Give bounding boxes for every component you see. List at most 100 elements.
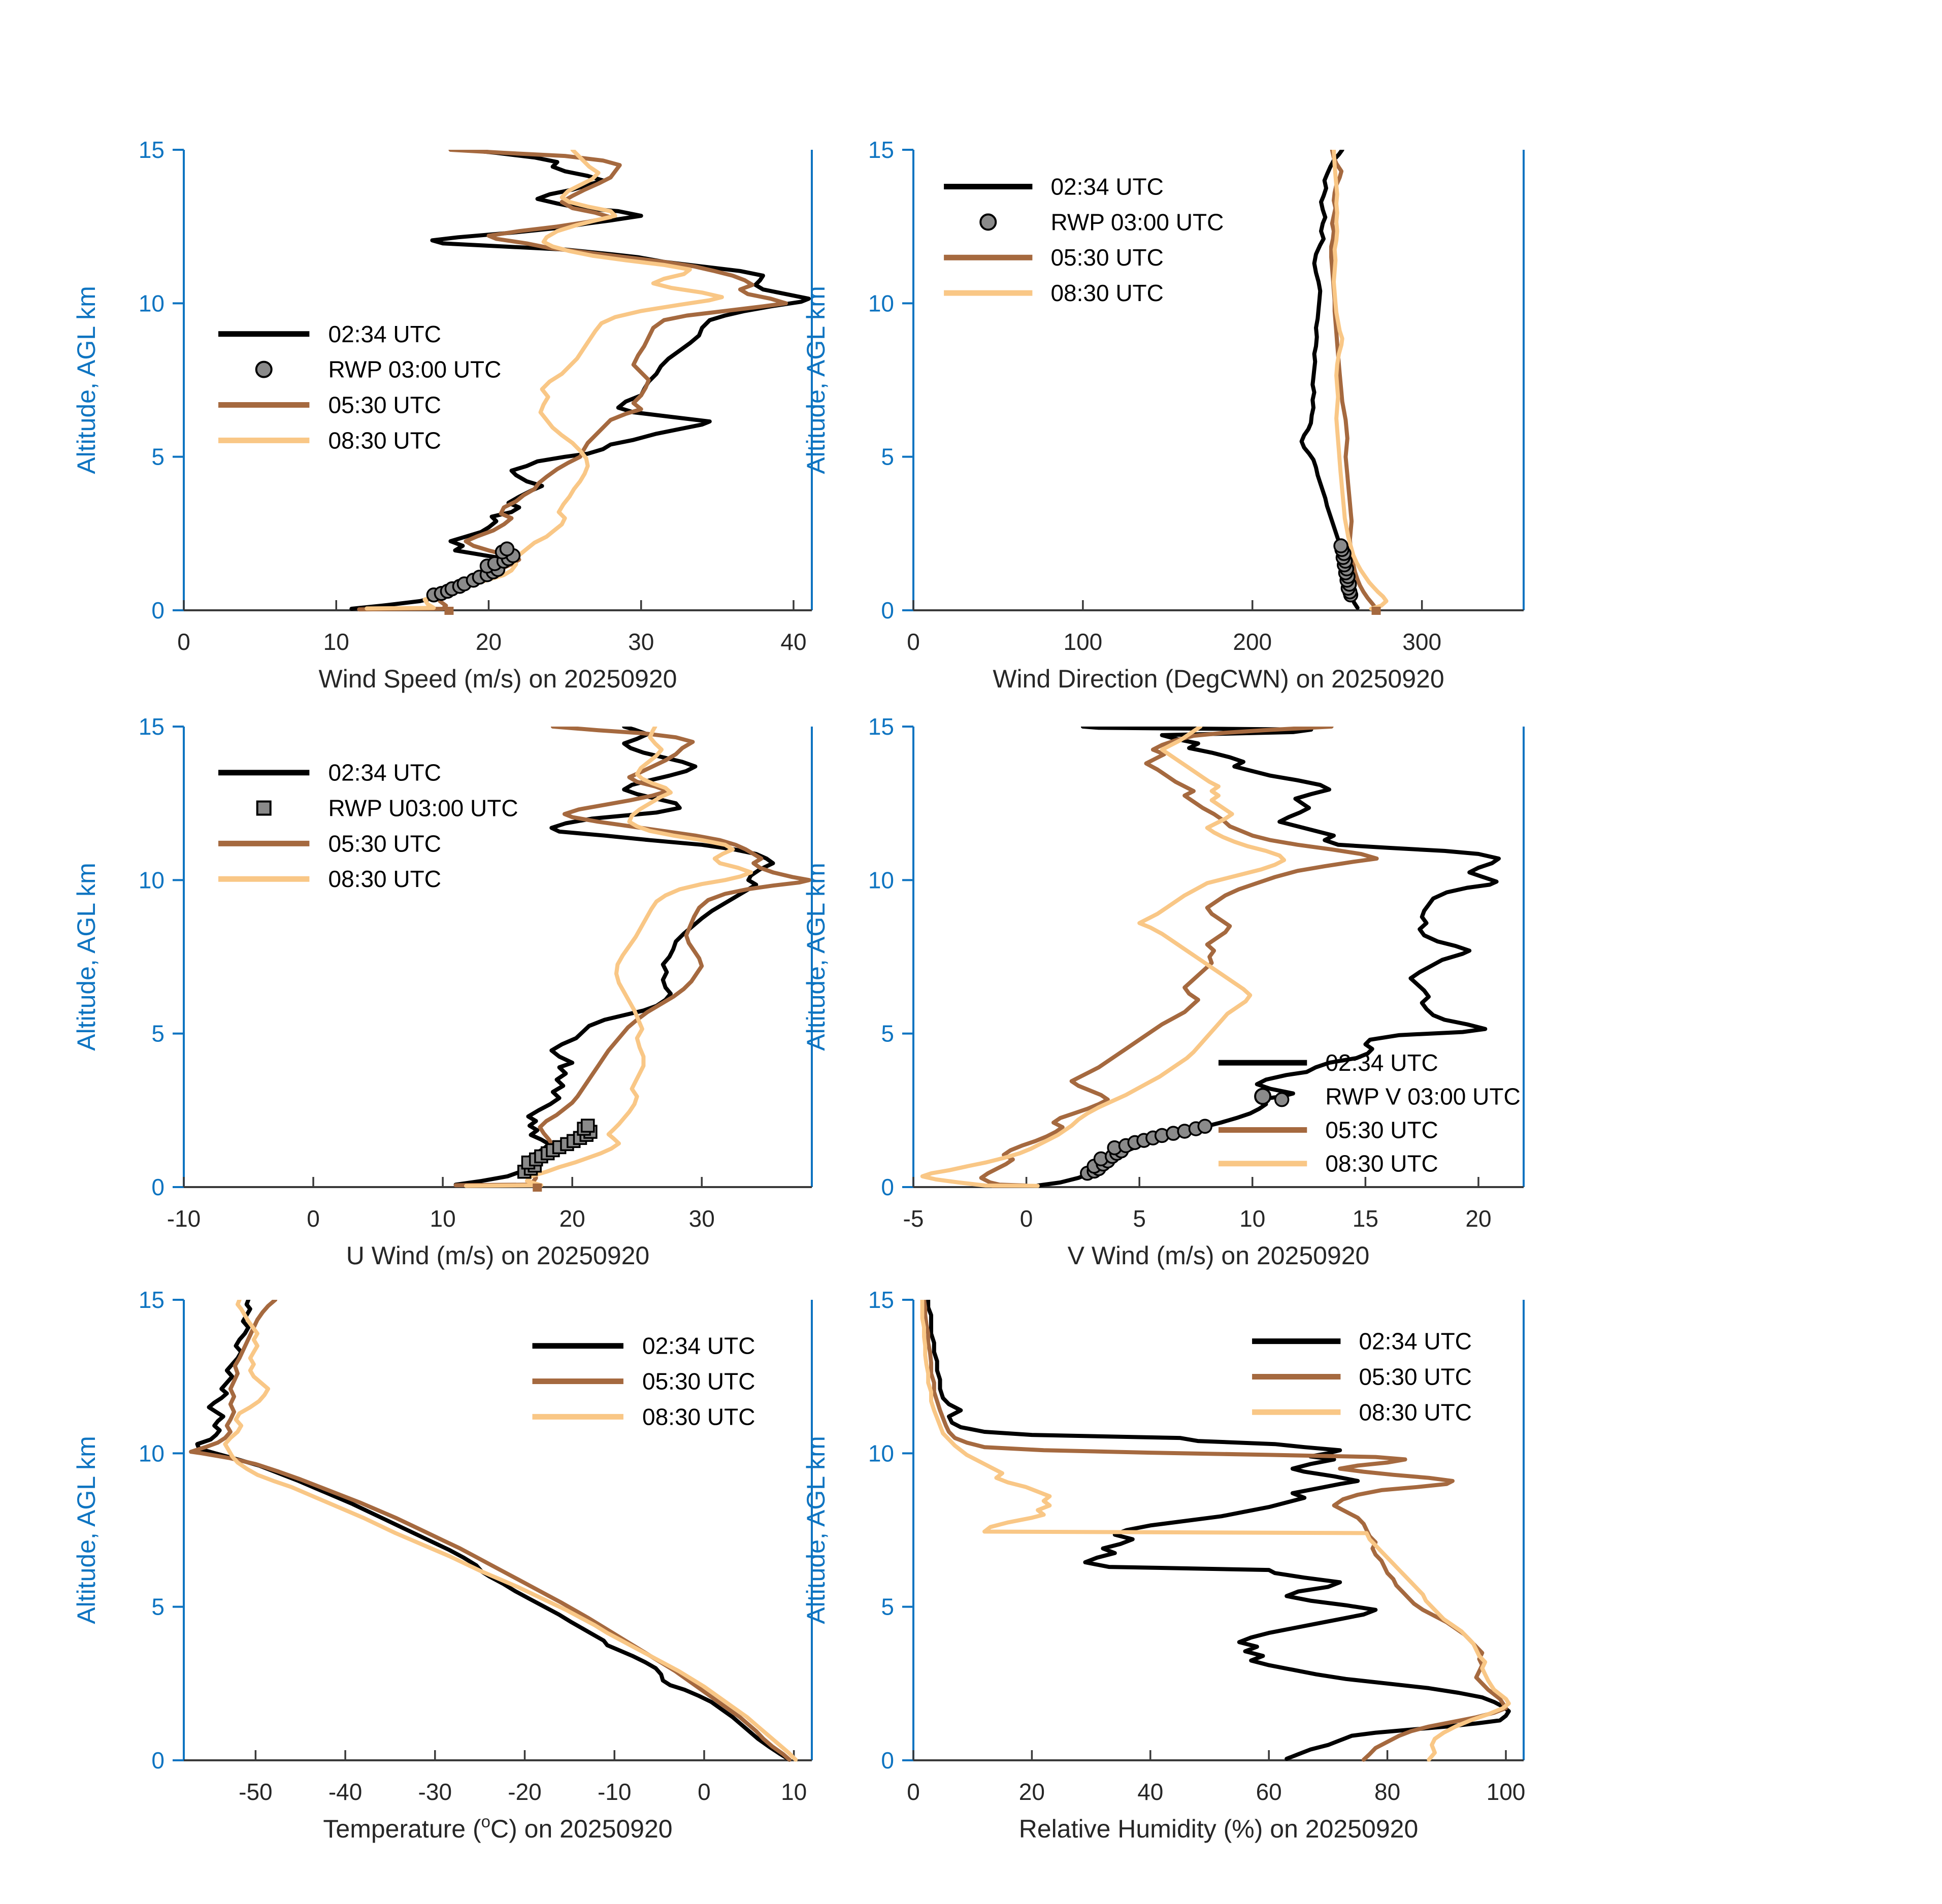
v-wind-legend-label: 08:30 UTC	[1325, 1151, 1438, 1177]
panel-temperature: 0 5 10 15 -50 -40 -30 -20 -10 0 10 Altitude, AGL km…	[72, 1287, 813, 1843]
u-wind-series-08-30-utc	[464, 727, 753, 1188]
wind-direction-ytick-label: 15	[868, 137, 894, 163]
relative-humidity-ytick-label: 15	[868, 1287, 894, 1313]
u-wind-rwp-marker	[581, 1119, 595, 1133]
relative-humidity-legend-label: 05:30 UTC	[1359, 1363, 1471, 1390]
temperature-legend-label: 05:30 UTC	[642, 1368, 755, 1395]
v-wind-series-08-30-utc	[920, 727, 1287, 1188]
u-wind-ytick-label: 0	[151, 1174, 164, 1200]
v-wind-rwp-marker	[1274, 1092, 1290, 1107]
wind-direction-ytick-label: 5	[881, 444, 894, 470]
relative-humidity-ylabel: Altitude, AGL km	[802, 1436, 830, 1624]
v-wind-legend-marker-sample	[1254, 1088, 1272, 1105]
wind-speed-xtick-label: 30	[628, 629, 654, 655]
wind-direction-legend-label: 08:30 UTC	[1050, 280, 1163, 306]
u-wind-ytick-label: 5	[151, 1021, 164, 1047]
v-wind-xtick-label: -5	[903, 1205, 924, 1232]
wind-direction-ylabel: Altitude, AGL km	[802, 286, 830, 474]
wind-direction-legend-label: RWP 03:00 UTC	[1050, 209, 1224, 235]
u-wind-ylabel: Altitude, AGL km	[72, 863, 101, 1051]
wind-direction-ytick-label: 10	[868, 290, 894, 316]
v-wind-xlabel: V Wind (m/s) on 20250920	[1068, 1241, 1370, 1270]
wind-speed-legend-label: 02:34 UTC	[328, 321, 441, 347]
temperature-xtick-label: -30	[418, 1779, 452, 1805]
wind-direction-xlabel: Wind Direction (DegCWN) on 20250920	[993, 665, 1444, 693]
wind-direction-xtick-label: 300	[1402, 629, 1441, 655]
temperature-legend-label: 02:34 UTC	[642, 1333, 755, 1359]
u-wind-xtick-label: 30	[689, 1205, 715, 1232]
temperature-ytick-label: 0	[151, 1747, 164, 1774]
u-wind-ytick-label: 15	[139, 713, 164, 740]
u-wind-legend-label: 05:30 UTC	[328, 830, 441, 857]
wind-direction-xtick-label: 100	[1064, 629, 1103, 655]
v-wind-xtick-label: 0	[1020, 1205, 1033, 1232]
wind-speed-xtick-label: 40	[780, 629, 806, 655]
v-wind-series-02-34-utc	[1035, 727, 1501, 1188]
temperature-series-08-30-utc	[223, 1300, 798, 1762]
u-wind-xtick-label: 10	[430, 1205, 456, 1232]
relative-humidity-xtick-label: 60	[1256, 1779, 1282, 1805]
wind-direction-rwp-marker	[1333, 538, 1348, 553]
v-wind-ytick-label: 15	[868, 713, 894, 740]
relative-humidity-series-02-34-utc	[926, 1300, 1511, 1761]
v-wind-xtick-label: 20	[1465, 1205, 1491, 1232]
wind-direction-ytick-label: 0	[881, 597, 894, 623]
wind-direction-legend-label: 02:34 UTC	[1050, 174, 1163, 200]
wind-speed-ytick-label: 5	[151, 444, 164, 470]
wind-speed-series-08-30-utc	[365, 150, 724, 611]
panel-v-wind: 0 5 10 15 -5 0 5 10 15 20 Altitude, AGL km V Wind (…	[802, 713, 1525, 1270]
v-wind-xtick-label: 10	[1239, 1205, 1265, 1232]
wind-speed-legend-label: RWP 03:00 UTC	[328, 356, 502, 383]
v-wind-xtick-label: 15	[1353, 1205, 1378, 1232]
v-wind-legend-label: 02:34 UTC	[1325, 1049, 1438, 1076]
wind-speed-legend-label: 08:30 UTC	[328, 427, 441, 453]
temperature-xtick-label: 10	[781, 1779, 807, 1805]
wind-speed-xtick-label: 0	[177, 629, 190, 655]
v-wind-legend-label: 05:30 UTC	[1325, 1117, 1438, 1143]
temperature-xtick-label: -10	[598, 1779, 631, 1805]
wind-speed-legend-label: 05:30 UTC	[328, 391, 441, 418]
u-wind-xtick-label: -10	[167, 1205, 201, 1232]
u-wind-xtick-label: 0	[307, 1205, 320, 1232]
temperature-ytick-label: 15	[139, 1287, 164, 1313]
wind-direction-series-02-34-utc	[1299, 150, 1360, 610]
relative-humidity-ytick-label: 0	[881, 1747, 894, 1774]
wind-speed-foot-marker	[444, 607, 454, 615]
u-wind-legend-label: 02:34 UTC	[328, 760, 441, 786]
wind-speed-rwp-marker	[499, 541, 515, 556]
wind-direction-legend-label: 05:30 UTC	[1050, 244, 1163, 271]
v-wind-rwp-marker	[1197, 1119, 1213, 1134]
u-wind-xtick-label: 20	[559, 1205, 585, 1232]
wind-speed-xtick-label: 10	[323, 629, 349, 655]
temperature-xtick-label: -20	[508, 1779, 541, 1805]
relative-humidity-ytick-label: 10	[868, 1440, 894, 1466]
wind-direction-foot-marker	[1371, 607, 1381, 615]
wind-speed-ylabel: Altitude, AGL km	[72, 286, 101, 474]
relative-humidity-xtick-label: 40	[1137, 1779, 1163, 1805]
relative-humidity-xtick-label: 0	[907, 1779, 920, 1805]
wind-speed-ytick-label: 0	[151, 597, 164, 623]
wind-speed-legend-marker-sample	[255, 360, 273, 378]
wind-speed-ytick-label: 10	[139, 290, 164, 316]
relative-humidity-xtick-label: 80	[1374, 1779, 1400, 1805]
u-wind-series-02-34-utc	[453, 727, 775, 1187]
wind-direction-series-08-30-utc	[1332, 150, 1389, 611]
wind-direction-xtick-label: 0	[907, 629, 920, 655]
panel-relative-humidity: 0 5 10 15 0 20 40 60 80 100 Altitude, AGL km Relati…	[802, 1287, 1525, 1843]
relative-humidity-series-08-30-utc	[920, 1300, 1511, 1762]
u-wind-ytick-label: 10	[139, 867, 164, 893]
u-wind-xlabel: U Wind (m/s) on 20250920	[346, 1241, 650, 1270]
relative-humidity-xlabel: Relative Humidity (%) on 20250920	[1019, 1815, 1419, 1843]
wind-speed-ytick-label: 15	[139, 137, 164, 163]
v-wind-ytick-label: 5	[881, 1021, 894, 1047]
relative-humidity-xtick-label: 100	[1487, 1779, 1526, 1805]
u-wind-series-05-30-utc	[453, 727, 811, 1188]
relative-humidity-legend-label: 08:30 UTC	[1359, 1399, 1471, 1425]
temperature-xtick-label: -50	[239, 1779, 272, 1805]
v-wind-ylabel: Altitude, AGL km	[802, 863, 830, 1051]
u-wind-legend-label: RWP U03:00 UTC	[328, 795, 518, 822]
temperature-ytick-label: 5	[151, 1594, 164, 1620]
